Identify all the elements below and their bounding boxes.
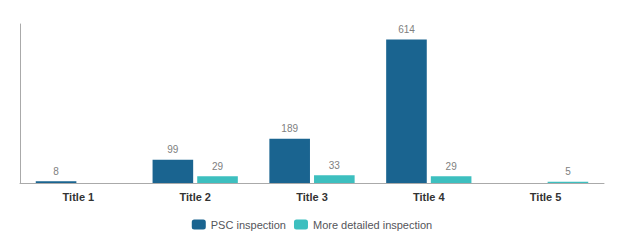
svg-text:Title 3: Title 3 — [296, 191, 328, 203]
svg-text:Title 2: Title 2 — [179, 191, 211, 203]
svg-text:189: 189 — [281, 123, 298, 134]
svg-text:33: 33 — [329, 160, 341, 171]
svg-text:614: 614 — [398, 24, 415, 35]
svg-text:Title 1: Title 1 — [63, 191, 95, 203]
svg-text:8: 8 — [53, 166, 59, 177]
svg-text:Title 4: Title 4 — [413, 191, 445, 203]
svg-text:29: 29 — [446, 161, 458, 172]
svg-text:Title 5: Title 5 — [530, 191, 562, 203]
svg-text:5: 5 — [565, 166, 571, 177]
svg-text:PSC inspection: PSC inspection — [211, 219, 286, 231]
svg-text:29: 29 — [212, 161, 224, 172]
svg-text:More detailed inspection: More detailed inspection — [313, 219, 432, 231]
svg-text:99: 99 — [167, 144, 179, 155]
